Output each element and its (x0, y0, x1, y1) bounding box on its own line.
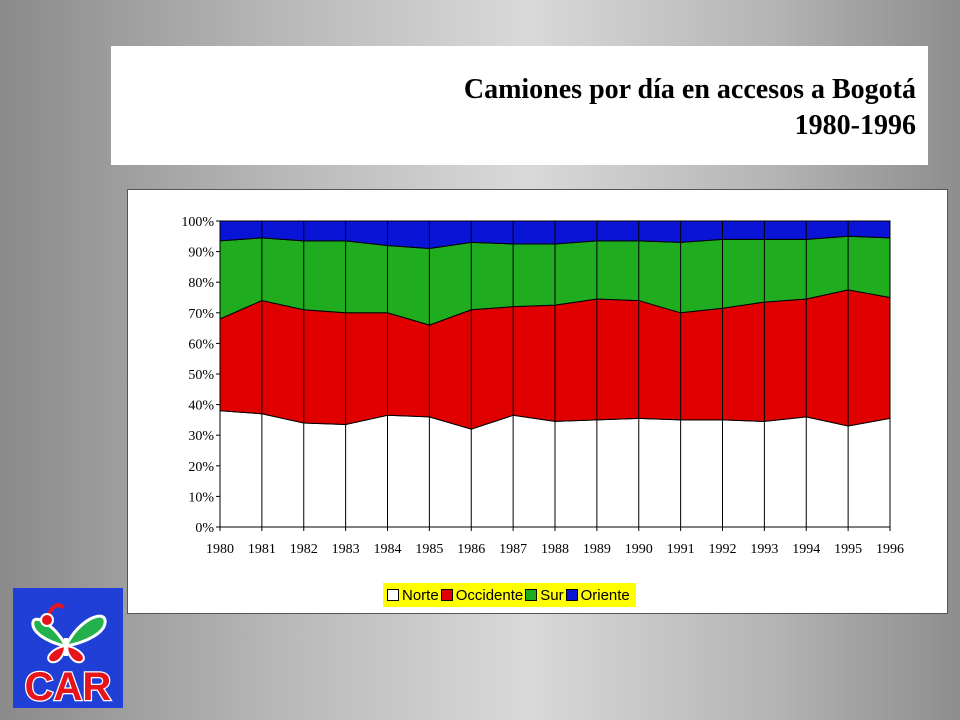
x-tick-label: 1988 (541, 542, 569, 557)
legend-swatch (387, 589, 399, 601)
x-tick-label: 1996 (876, 542, 904, 557)
legend-label: Occidente (455, 586, 524, 604)
x-tick-label: 1986 (457, 542, 485, 557)
x-tick-label: 1994 (792, 542, 820, 557)
legend-item-occidente: Occidente (440, 586, 524, 604)
legend-swatch (565, 589, 578, 601)
x-tick-label: 1992 (709, 542, 737, 557)
logo-text: CAR (25, 665, 112, 708)
y-tick-label: 40% (188, 399, 214, 414)
slide-title-line2: 1980-1996 (794, 110, 916, 141)
legend-item-oriente: Oriente (565, 586, 630, 604)
butterfly-icon (31, 603, 107, 664)
car-logo: CAR (13, 588, 123, 708)
x-tick-label: 1980 (206, 542, 234, 557)
legend-swatch (525, 589, 538, 601)
x-tick-label: 1984 (374, 542, 402, 557)
x-tick-label: 1981 (248, 542, 276, 557)
y-tick-label: 70% (188, 307, 214, 322)
legend-label: Sur (540, 586, 564, 604)
x-tick-label: 1982 (290, 542, 318, 557)
y-tick-label: 50% (188, 368, 214, 383)
y-tick-label: 20% (188, 460, 214, 475)
stacked-area-chart: 0% 10% 20% 30% 40% 50% 60% 70% 80% 90% 100% 1980 19… (181, 215, 904, 557)
x-tick-label: 1991 (667, 542, 695, 557)
x-tick-label: 1993 (750, 542, 778, 557)
y-tick-label: 10% (188, 490, 214, 505)
chart-panel: 0% 10% 20% 30% 40% 50% 60% 70% 80% 90% 100% 1980 19… (127, 189, 948, 614)
x-tick-label: 1990 (625, 542, 653, 557)
y-tick-label: 60% (188, 337, 214, 352)
x-tick-label: 1985 (415, 542, 443, 557)
chart-legend: Norte Occidente Sur Oriente (383, 583, 636, 607)
y-tick-label: 100% (181, 215, 214, 230)
legend-item-sur: Sur (525, 586, 564, 604)
y-tick-label: 80% (188, 276, 214, 291)
legend-item-norte: Norte (387, 587, 439, 604)
x-tick-label: 1995 (834, 542, 862, 557)
slide-title-line1: Camiones por día en accesos a Bogotá (463, 74, 916, 105)
legend-swatch (440, 589, 453, 601)
legend-label: Norte (402, 586, 439, 604)
x-tick-label: 1983 (332, 542, 360, 557)
title-box: Camiones por día en accesos a Bogotá 198… (111, 46, 928, 165)
y-tick-label: 90% (188, 246, 214, 261)
y-tick-label: 0% (195, 521, 214, 536)
x-tick-label: 1989 (583, 542, 611, 557)
x-tick-label: 1987 (499, 542, 527, 557)
y-tick-label: 30% (188, 429, 214, 444)
legend-label: Oriente (580, 586, 630, 604)
